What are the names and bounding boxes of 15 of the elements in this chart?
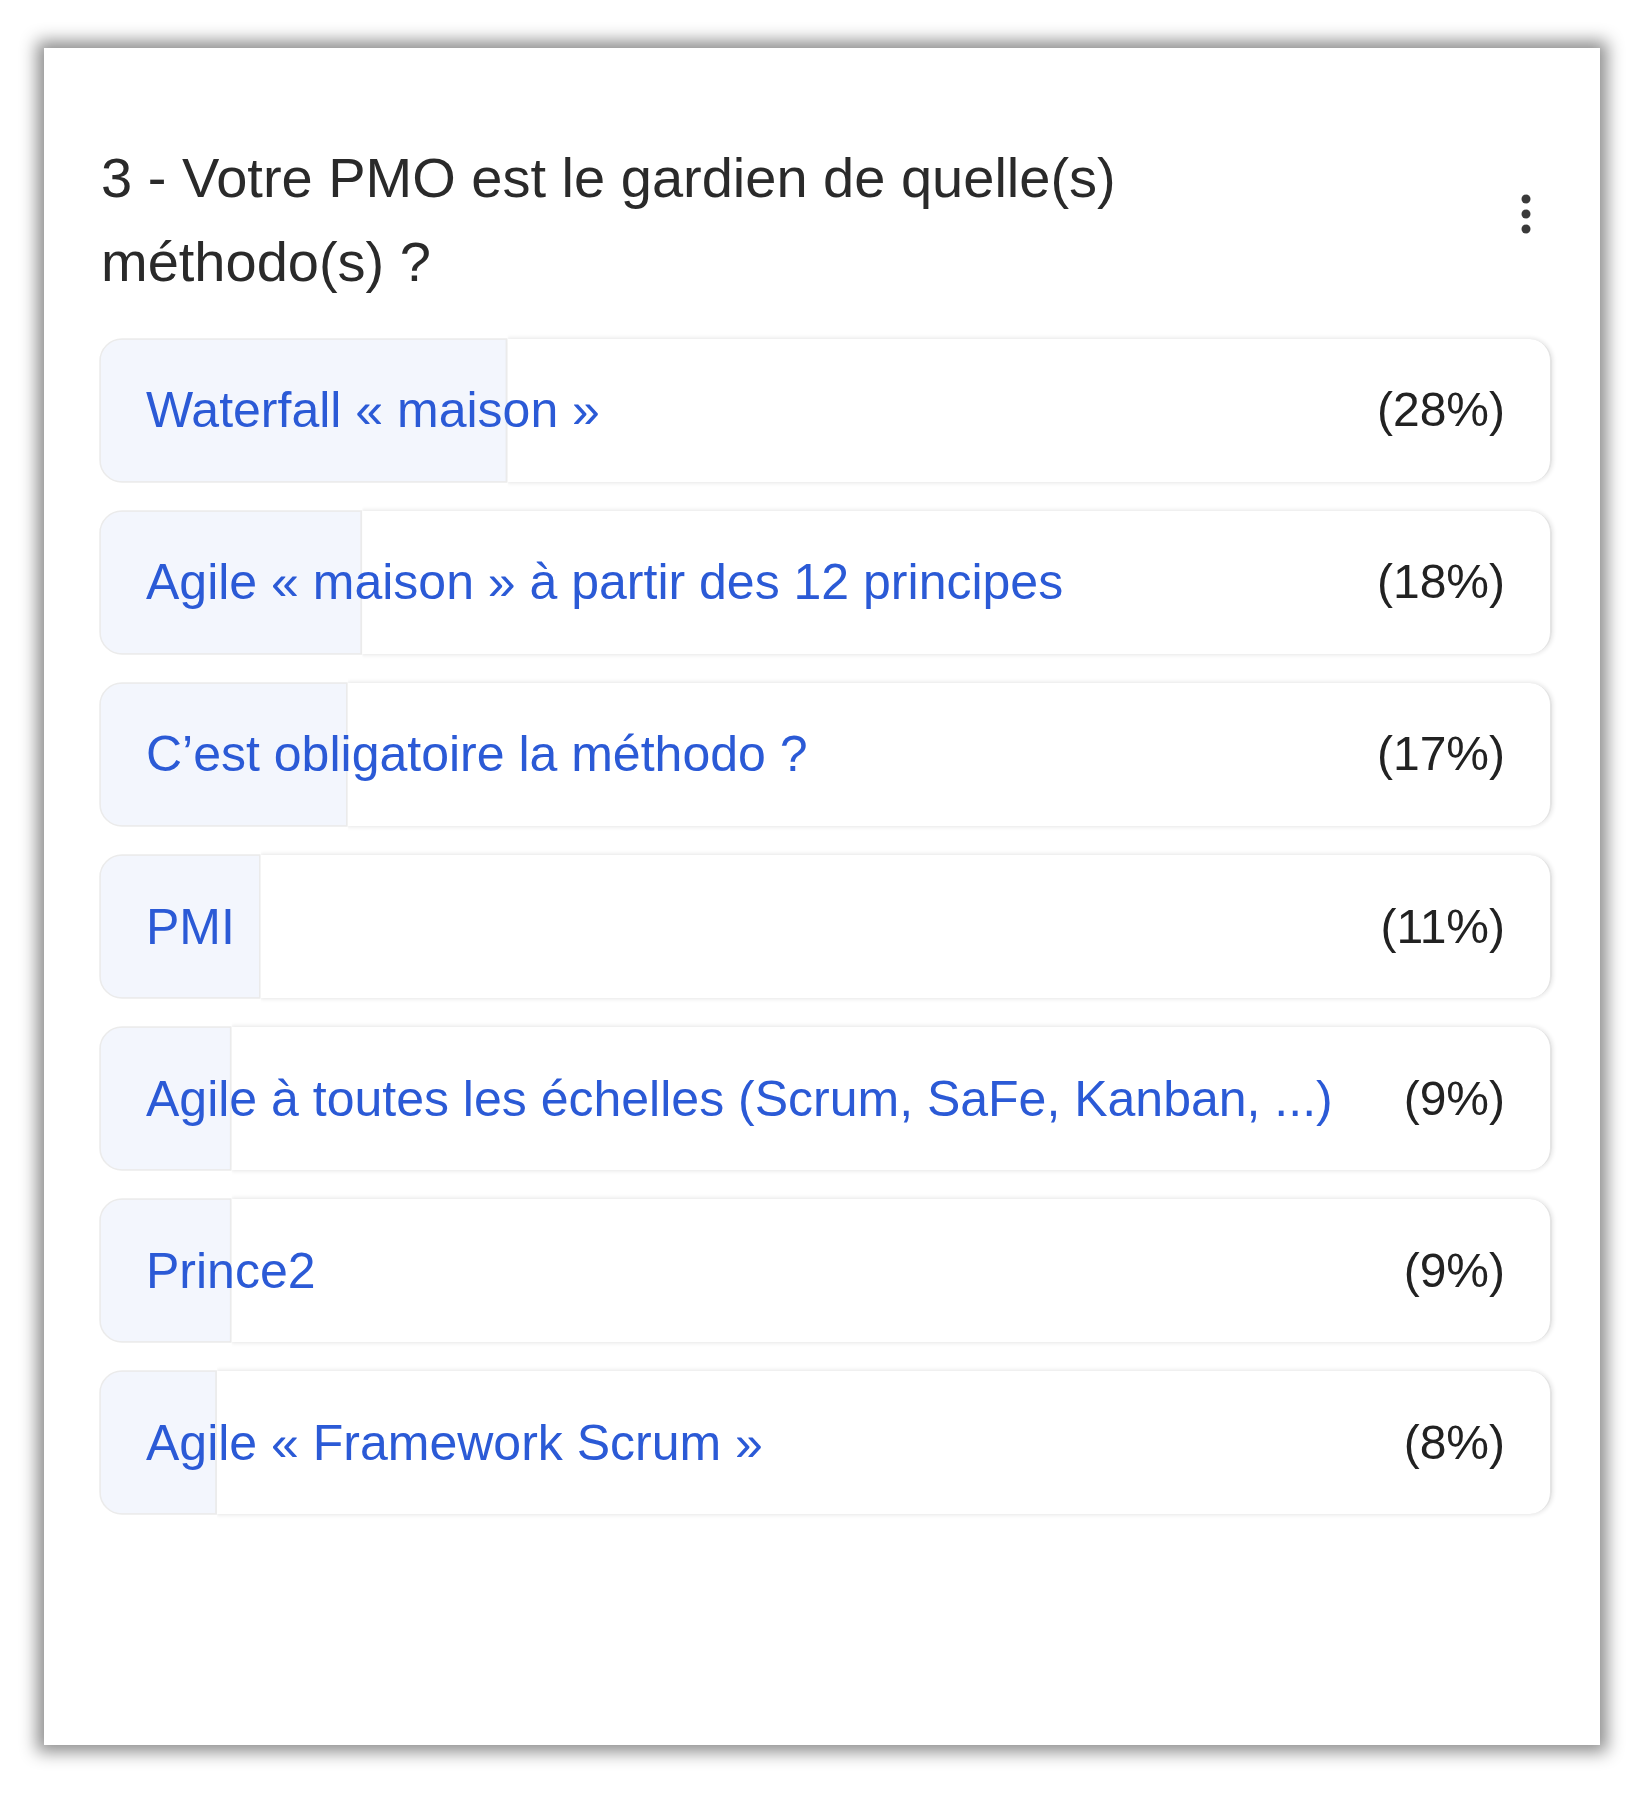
data-label: (28%) — [1376, 383, 1505, 437]
data-label: (9%) — [1403, 1071, 1505, 1125]
data-label: (11%) — [1380, 899, 1505, 953]
data-label: (9%) — [1403, 1243, 1505, 1297]
y-tick-label: Prince2 — [146, 1242, 316, 1299]
y-tick-label: Waterfall « maison » — [146, 382, 600, 439]
y-tick-label: C’est obligatoire la méthodo ? — [146, 726, 808, 783]
y-tick-label: PMI — [146, 898, 235, 955]
data-label: (8%) — [1403, 1415, 1505, 1469]
y-tick-label: Agile à toutes les échelles (Scrum, SaFe, Kanban, ...) — [146, 1070, 1333, 1127]
y-tick-label: Agile « maison » à partir des 12 principes — [146, 554, 1064, 611]
data-label: (18%) — [1376, 555, 1505, 609]
y-tick-label: Agile « Framework Scrum » — [146, 1414, 763, 1471]
chart-title: 3 - Votre PMO est le gardien de quelle(s) méthodo(s) ? — [101, 145, 1117, 295]
data-label: (17%) — [1376, 727, 1505, 781]
